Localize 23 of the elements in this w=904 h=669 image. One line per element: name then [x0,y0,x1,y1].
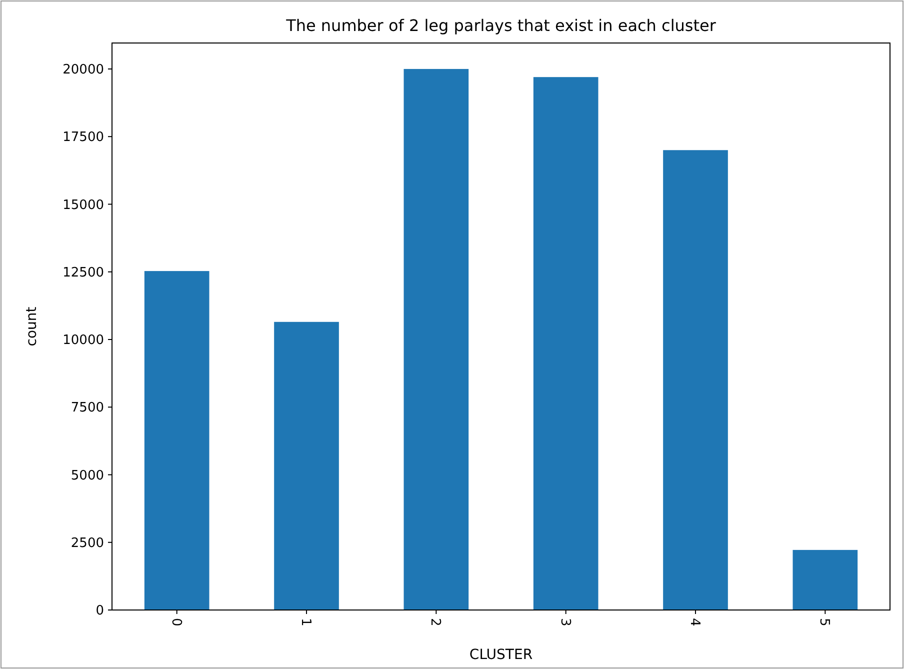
y-tick-label: 17500 [62,130,104,146]
y-tick-label: 15000 [62,198,104,213]
x-tick-label: 4 [686,618,702,626]
y-tick-label: 10000 [62,333,104,348]
x-tick-label: 1 [298,618,313,626]
y-tick-label: 12500 [62,265,104,280]
x-tick-label: 0 [168,618,184,626]
bar [663,150,728,610]
x-tick-label: 3 [557,618,572,626]
y-axis-title: count [24,306,40,346]
bar [144,271,210,610]
y-tick-label: 5000 [70,468,104,484]
y-tick-label: 20000 [62,62,104,78]
x-axis-title: CLUSTER [469,647,533,663]
chart-title: The number of 2 leg parlays that exist in each cluster [285,16,716,35]
bar [792,550,858,610]
x-tick-label: 2 [428,618,443,626]
bar [274,322,339,610]
x-tick-label: 5 [816,618,832,626]
y-tick-label: 2500 [70,536,104,551]
y-tick-label: 7500 [70,400,104,416]
bar [533,77,598,610]
bar [404,68,469,610]
